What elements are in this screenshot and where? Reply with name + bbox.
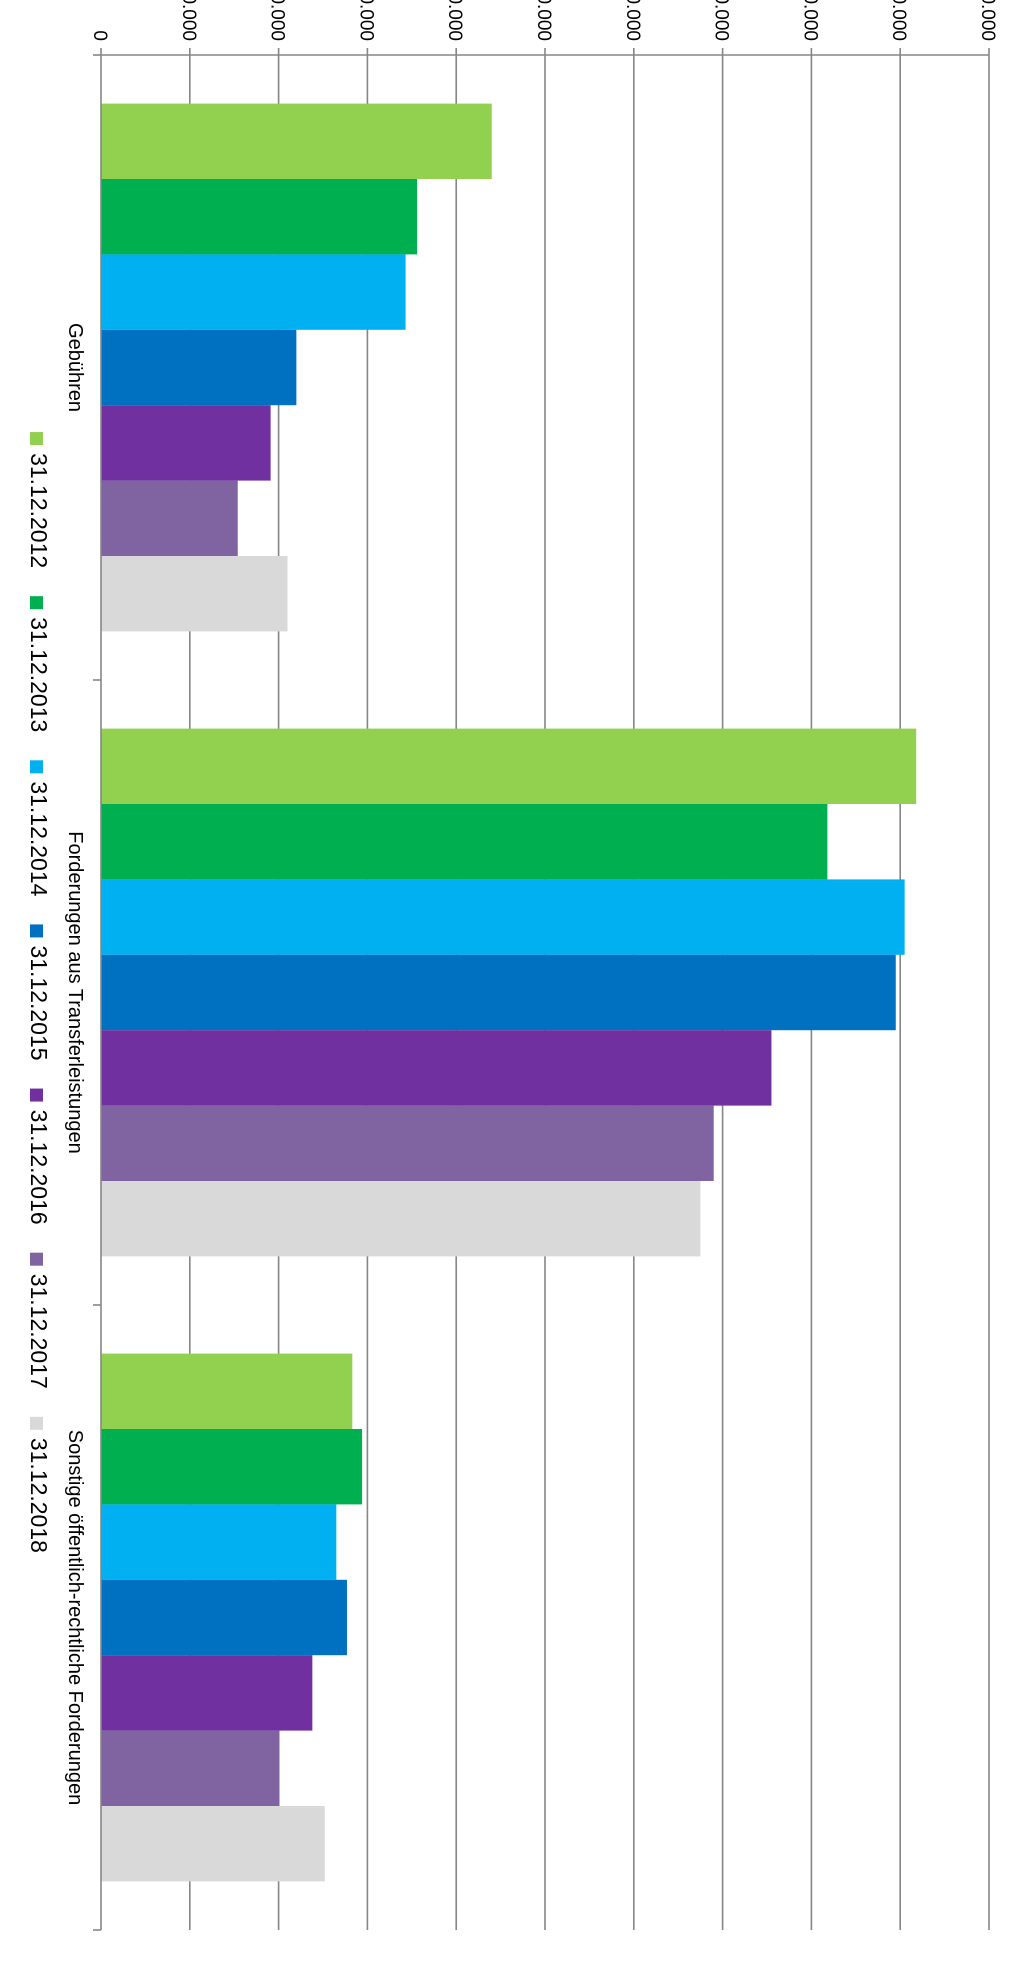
bar	[101, 1806, 325, 1882]
bar	[101, 1579, 347, 1656]
bar	[100, 1181, 701, 1257]
y-tick-label: 800.000	[799, 0, 820, 41]
bar	[101, 1655, 313, 1731]
legend: 31.12.2012 31.12.2013 31.12.2014 31.12.2015…	[26, 432, 52, 1553]
y-tick-label: 600.000	[622, 0, 643, 41]
legend-swatch	[30, 1088, 43, 1102]
bar	[100, 103, 492, 179]
legend-label: 31.12.2012	[26, 453, 52, 568]
legend-label: 31.12.2013	[26, 617, 52, 732]
bar	[101, 1353, 353, 1429]
x-category-label: Gebühren	[64, 323, 86, 412]
legend-swatch	[30, 924, 43, 938]
x-category-label: Sonstige öffentlich-rechtliche Forderung…	[64, 1430, 86, 1805]
legend-swatch	[30, 1252, 43, 1266]
bar	[100, 879, 905, 955]
bar	[101, 1429, 363, 1505]
x-category-label: Forderungen aus Transferleistungen	[64, 831, 86, 1153]
bar	[100, 405, 271, 481]
legend-swatch	[30, 432, 43, 446]
legend-label: 31.12.2017	[26, 1274, 52, 1389]
bar	[100, 954, 896, 1031]
y-tick-label: 200.000	[267, 0, 288, 41]
y-tick-label: 0	[89, 30, 110, 41]
y-tick-label: 900.000	[888, 0, 909, 41]
y-tick-label: 1.000.000	[977, 0, 998, 41]
bar	[100, 254, 406, 330]
y-tick-label: 400.000	[444, 0, 465, 41]
legend-label: 31.12.2016	[26, 1110, 52, 1225]
y-tick-label: 700.000	[711, 0, 732, 41]
labels: 0 100.000 200.000 300.000 400.000 500.000 600.…	[64, 0, 998, 1805]
bar	[101, 804, 828, 880]
legend-label: 31.12.2015	[26, 945, 52, 1060]
bar	[101, 179, 418, 255]
y-tick-label: 100.000	[178, 0, 199, 41]
legend-label: 31.12.2018	[26, 1438, 52, 1553]
legend-label: 31.12.2014	[26, 781, 52, 896]
legend-swatch	[30, 760, 43, 774]
legend-swatch	[30, 596, 43, 610]
plot-root: 0 100.000 200.000 300.000 400.000 500.000 600.…	[26, 0, 998, 1931]
bar	[101, 480, 238, 557]
bar	[100, 1730, 280, 1806]
y-tick-label: 500.000	[533, 0, 554, 41]
bar	[100, 728, 917, 804]
bar	[100, 556, 288, 632]
bar	[100, 329, 297, 406]
bar	[101, 1030, 772, 1106]
bars	[100, 103, 917, 1882]
axes	[93, 48, 990, 1931]
bar	[101, 1105, 714, 1181]
y-tick-label: 300.000	[355, 0, 376, 41]
bar	[101, 1504, 337, 1580]
legend-swatch	[30, 1416, 43, 1430]
